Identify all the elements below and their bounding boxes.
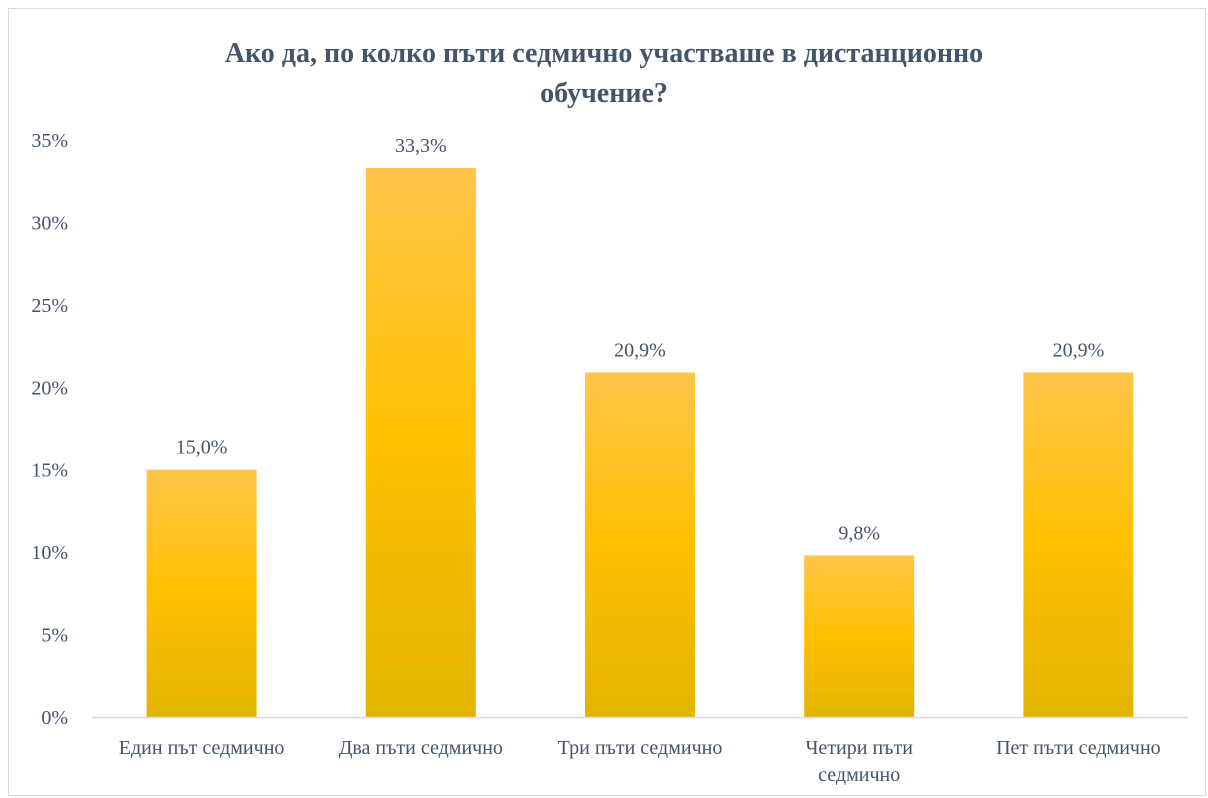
y-tick-label: 25% <box>31 295 68 317</box>
chart-title-line-1: Ако да, по колко пъти седмично участваше… <box>224 38 984 69</box>
bar-data-label: 20,9% <box>614 339 666 361</box>
y-tick-label: 35% <box>31 130 68 152</box>
bar-data-label: 33,3% <box>395 135 447 157</box>
bar <box>804 555 915 717</box>
bar <box>1023 372 1134 717</box>
bar-data-label: 15,0% <box>176 437 228 459</box>
y-tick-label: 15% <box>31 460 68 482</box>
bar <box>365 168 476 718</box>
bar-data-label: 20,9% <box>1053 339 1105 361</box>
x-axis-labels: Един път седмично Два пъти седмично Три пъ… <box>119 737 1161 786</box>
y-tick-label: 20% <box>31 377 68 399</box>
bar-data-label: 9,8% <box>838 522 880 544</box>
bars <box>146 168 1134 718</box>
bar <box>146 469 257 717</box>
bar <box>585 372 695 717</box>
y-tick-label: 0% <box>41 707 68 729</box>
x-tick-label: Два пъти седмично <box>339 737 503 759</box>
x-tick-label: Един път седмично <box>119 737 285 759</box>
chart-title: Ако да, по колко пъти седмично участваше… <box>0 34 1208 114</box>
chart-title-line-2: обучение? <box>540 78 668 109</box>
x-tick-label: Три пъти седмично <box>558 737 723 759</box>
y-tick-label: 10% <box>31 542 68 564</box>
y-tick-label: 5% <box>41 625 68 647</box>
x-tick-label: Пет пъти седмично <box>996 737 1161 759</box>
x-tick-label: седмично <box>818 764 900 786</box>
x-tick-label: Четири пъти <box>805 737 913 759</box>
y-axis-labels: 0% 5% 10% 15% 20% 25% 30% 35% <box>31 130 68 729</box>
y-tick-label: 30% <box>31 212 68 234</box>
data-labels: 15,0% 33,3% 20,9% 9,8% 20,9% <box>176 135 1104 544</box>
